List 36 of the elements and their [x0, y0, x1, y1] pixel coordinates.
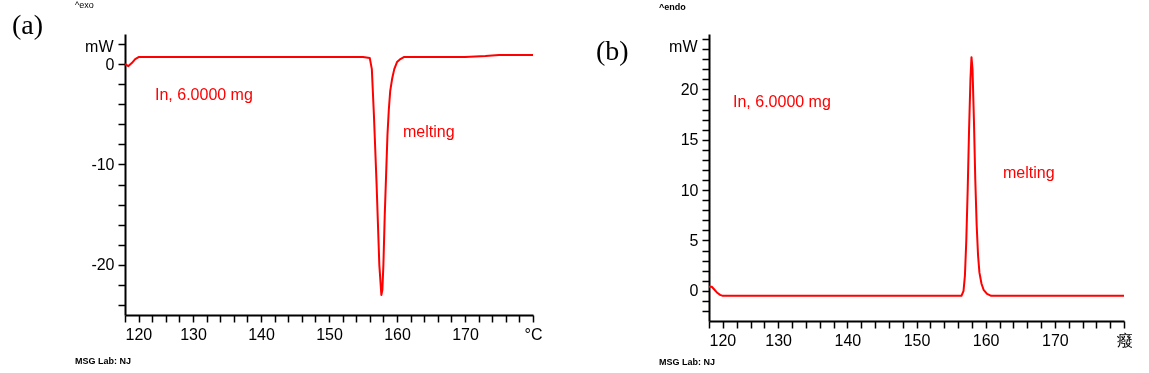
- y-axis-title: mW: [85, 37, 115, 55]
- x-tick-label: 140: [834, 331, 862, 349]
- y-axis-title: mW: [669, 37, 699, 55]
- x-axis-title: 癈: [1115, 331, 1133, 349]
- x-tick-label: 150: [316, 325, 343, 343]
- y-tick-label: 5: [689, 231, 699, 249]
- line-series: [708, 56, 1125, 297]
- annotation: In, 6.0000 mg: [733, 93, 831, 110]
- text: ^exo: [75, 0, 94, 10]
- x-tick-label: 120: [709, 331, 737, 349]
- x-tick-label: 160: [384, 325, 411, 343]
- x-tick-label: 160: [972, 331, 1000, 349]
- text: MSG Lab: NJ: [659, 357, 716, 367]
- annotation: melting: [1003, 164, 1055, 181]
- annotation: In, 6.0000 mg: [155, 86, 253, 103]
- chart-title: (a): [12, 9, 44, 40]
- text: MSG Lab: NJ: [75, 356, 132, 366]
- y-tick-label: -10: [91, 155, 115, 173]
- x-tick-label: 130: [180, 325, 207, 343]
- y-tick-label: 0: [105, 55, 115, 73]
- x-axis-title: °C: [524, 325, 543, 343]
- y-tick-label: 15: [680, 131, 699, 149]
- x-tick-label: 120: [125, 325, 153, 343]
- line-series: [124, 54, 534, 296]
- y-tick-label: 0: [689, 282, 699, 300]
- text: ^endo: [659, 2, 687, 12]
- x-tick-label: 170: [1041, 331, 1069, 349]
- x-tick-label: 130: [765, 331, 793, 349]
- x-tick-label: 150: [903, 331, 931, 349]
- chart-title: (b): [596, 35, 629, 66]
- y-tick-label: 20: [680, 80, 699, 98]
- annotation: melting: [403, 123, 455, 140]
- y-tick-label: -20: [91, 256, 115, 274]
- y-tick-label: 10: [680, 181, 699, 199]
- x-tick-label: 140: [248, 325, 275, 343]
- x-tick-label: 170: [452, 325, 479, 343]
